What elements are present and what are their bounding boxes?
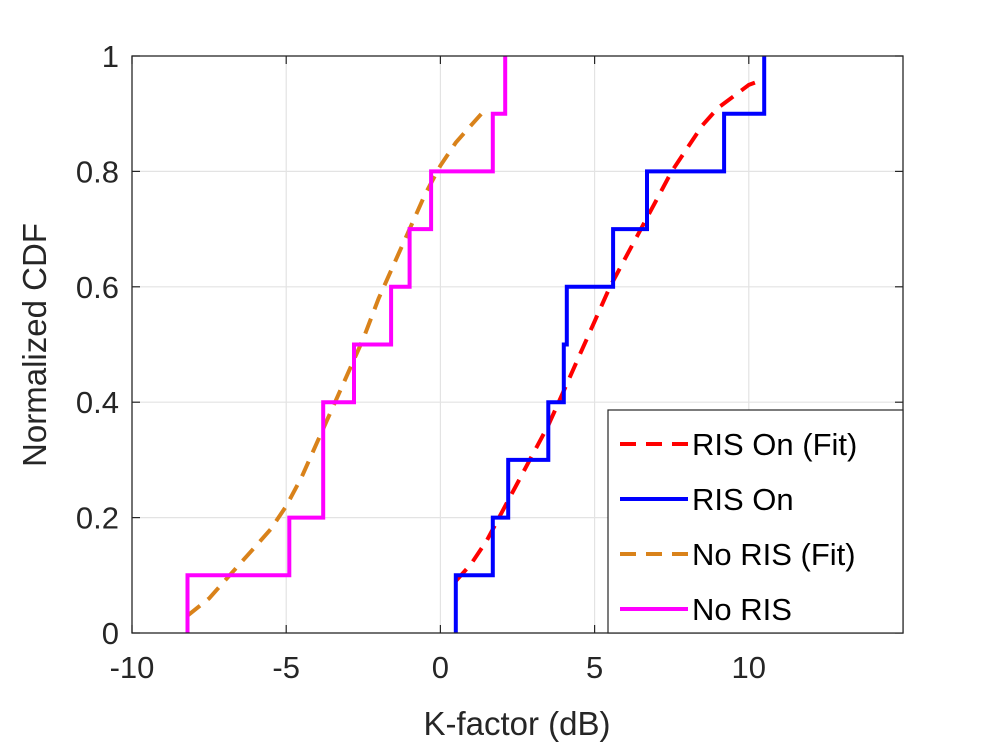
- x-tick-label: 10: [732, 650, 766, 685]
- legend-label: No RIS: [692, 592, 792, 627]
- legend: RIS On (Fit) RIS On No RIS (Fit) No RIS: [607, 409, 904, 634]
- x-tick-label: -10: [110, 650, 155, 685]
- series-line-no-ris: [185, 56, 508, 633]
- legend-box: [607, 409, 904, 634]
- x-axis-label: K-factor (dB): [423, 705, 610, 742]
- y-tick-label: 0.2: [76, 501, 119, 536]
- x-tick-label: -5: [272, 650, 300, 685]
- x-tick-label: 0: [432, 650, 449, 685]
- series-line-ris-on: [453, 56, 767, 633]
- y-tick-label: 0.6: [76, 270, 119, 305]
- y-tick-label: 0.8: [76, 154, 119, 189]
- axes-box: [131, 55, 904, 634]
- legend-label: No RIS (Fit): [692, 537, 856, 572]
- legend-label: RIS On (Fit): [692, 427, 857, 462]
- y-tick-label: 0: [102, 616, 119, 651]
- legend-label: RIS On: [692, 482, 794, 517]
- y-tick-label: 0.4: [76, 385, 119, 420]
- x-tick-label: 5: [586, 650, 603, 685]
- y-axis-label: Normalized CDF: [16, 223, 53, 467]
- y-tick-label: 1: [102, 39, 119, 74]
- series-line-no-ris-fit: [186, 106, 489, 618]
- series-layer: [185, 56, 767, 633]
- tick-labels: -10 -5 0 5 10 0 0.2 0.4 0.6 0.8 1: [76, 39, 766, 685]
- series-line-ris-on-fit: [454, 77, 765, 583]
